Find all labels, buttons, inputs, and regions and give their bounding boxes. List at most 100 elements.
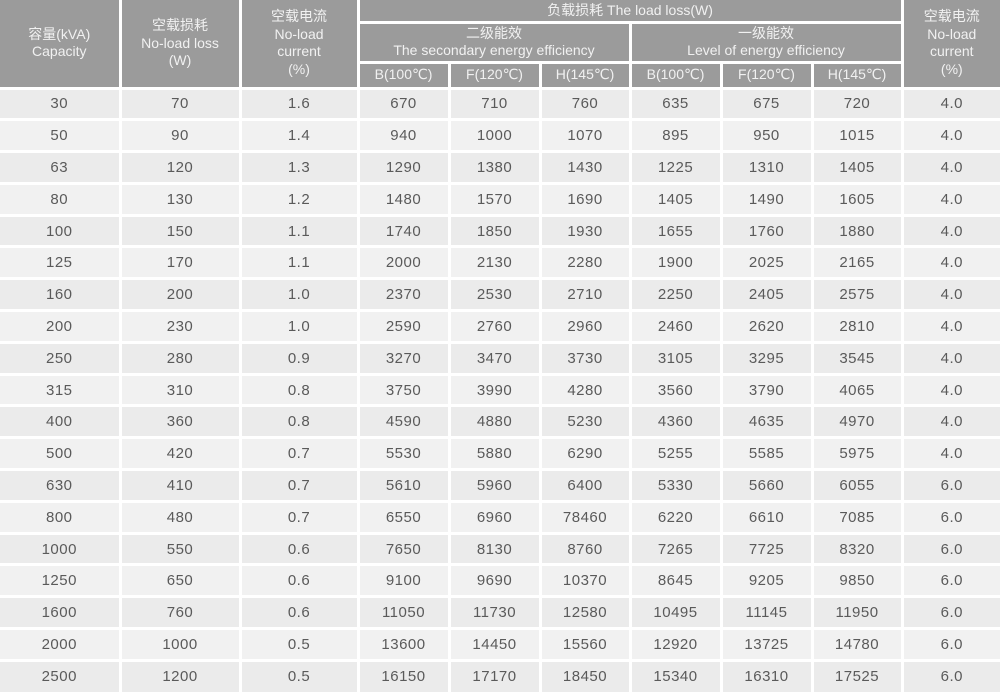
table-cell: 4970 [810, 404, 904, 440]
table-cell: 18450 [538, 658, 632, 693]
table-cell: 90 [118, 118, 242, 154]
table-cell: 4635 [719, 404, 814, 440]
table-cell: 2250 [628, 277, 723, 313]
table-cell: 0.6 [238, 531, 360, 567]
table-cell: 6610 [719, 499, 814, 535]
table-cell: 1600 [0, 595, 122, 631]
table-row: 500 420 0.7 5530 5880 6290 5255 5585 5975 4.0 [0, 436, 1000, 472]
table-row: 1250 650 0.6 9100 9690 10370 8645 9205 9850 6.0 [0, 563, 1000, 599]
table-cell: 500 [0, 436, 122, 472]
table-cell: 1015 [810, 118, 904, 154]
table-cell: 6400 [538, 468, 632, 503]
table-cell: 15340 [628, 658, 723, 693]
table-cell: 11050 [356, 595, 451, 631]
table-cell: 1930 [538, 213, 632, 249]
table-cell: 410 [118, 468, 242, 503]
table-cell: 360 [118, 404, 242, 440]
table-cell: 3295 [719, 340, 814, 376]
table-cell: 5610 [356, 468, 451, 503]
table-cell: 3270 [356, 340, 451, 376]
table-cell: 50 [0, 118, 122, 154]
table-cell: 7725 [719, 531, 814, 567]
table-cell: 3545 [810, 340, 904, 376]
header-no-load-loss-en: No-load loss [141, 34, 219, 51]
table-cell: 10370 [538, 563, 632, 599]
table-cell: 1430 [538, 150, 632, 185]
table-cell: 100 [0, 213, 122, 249]
table-cell: 2000 [356, 245, 451, 281]
table-cell: 13725 [719, 627, 814, 662]
table-cell: 11730 [447, 595, 542, 631]
header-no-load-current-right-cn: 空载电流 [923, 8, 980, 25]
table-cell: 70 [118, 86, 242, 122]
table-cell: 9100 [356, 563, 451, 599]
header-temp-f120-first: F(120℃) [719, 60, 814, 90]
table-row: 315 310 0.8 3750 3990 4280 3560 3790 4065 4.0 [0, 372, 1000, 408]
table-cell: 4.0 [900, 277, 1000, 313]
table-cell: 1760 [719, 213, 814, 249]
table-cell: 0.7 [238, 499, 360, 535]
table-cell: 170 [118, 245, 242, 281]
header-secondary-efficiency: 二级能效 The secondary energy efficiency [356, 20, 632, 64]
table-cell: 4.0 [900, 181, 1000, 217]
table-cell: 0.5 [238, 658, 360, 693]
table-cell: 6.0 [900, 658, 1000, 693]
table-cell: 7265 [628, 531, 723, 567]
table-cell: 400 [0, 404, 122, 440]
table-cell: 80 [0, 181, 122, 217]
table-cell: 130 [118, 181, 242, 217]
header-first-level-efficiency-en: Level of energy efficiency [687, 42, 845, 58]
table-cell: 0.9 [238, 340, 360, 376]
table-cell: 6055 [810, 468, 904, 503]
table-cell: 6290 [538, 436, 632, 472]
table-row: 1600 760 0.6 11050 11730 12580 10495 11145 11950… [0, 595, 1000, 631]
table-cell: 5530 [356, 436, 451, 472]
table-cell: 4.0 [900, 118, 1000, 154]
table-cell: 150 [118, 213, 242, 249]
table-cell: 5230 [538, 404, 632, 440]
table-cell: 14450 [447, 627, 542, 662]
table-cell: 8130 [447, 531, 542, 567]
table-row: 2000 1000 0.5 13600 14450 15560 12920 13725 1478… [0, 627, 1000, 662]
table-cell: 675 [719, 86, 814, 122]
table-row: 400 360 0.8 4590 4880 5230 4360 4635 4970 4.0 [0, 404, 1000, 440]
table-cell: 13600 [356, 627, 451, 662]
table-cell: 12920 [628, 627, 723, 662]
table-cell: 1740 [356, 213, 451, 249]
table-cell: 1000 [118, 627, 242, 662]
table-cell: 2760 [447, 309, 542, 344]
table-cell: 3990 [447, 372, 542, 408]
table-cell: 0.8 [238, 404, 360, 440]
table-cell: 1.4 [238, 118, 360, 154]
table-cell: 1380 [447, 150, 542, 185]
header-first-level-efficiency: 一级能效 Level of energy efficiency [628, 20, 904, 64]
table-cell: 5880 [447, 436, 542, 472]
header-secondary-efficiency-cn: 二级能效 [466, 24, 522, 41]
table-cell: 1000 [0, 531, 122, 567]
table-cell: 12580 [538, 595, 632, 631]
table-cell: 720 [810, 86, 904, 122]
header-no-load-current-left-en1: No-load [274, 25, 324, 42]
table-cell: 630 [0, 468, 122, 503]
header-no-load-current-right-unit: (%) [940, 60, 963, 77]
table-cell: 4.0 [900, 340, 1000, 376]
table-cell: 1.1 [238, 213, 360, 249]
table-cell: 895 [628, 118, 723, 154]
table-cell: 2590 [356, 309, 451, 344]
table-cell: 4.0 [900, 309, 1000, 344]
table-cell: 280 [118, 340, 242, 376]
table-cell: 4.0 [900, 404, 1000, 440]
header-secondary-efficiency-en: The secondary energy efficiency [393, 42, 595, 58]
table-cell: 9850 [810, 563, 904, 599]
table-cell: 2530 [447, 277, 542, 313]
table-cell: 1605 [810, 181, 904, 217]
table-cell: 17170 [447, 658, 542, 693]
table-cell: 7085 [810, 499, 904, 535]
table-cell: 800 [0, 499, 122, 535]
table-cell: 0.6 [238, 563, 360, 599]
table-cell: 1655 [628, 213, 723, 249]
table-cell: 3750 [356, 372, 451, 408]
table-cell: 1.3 [238, 150, 360, 185]
table-cell: 310 [118, 372, 242, 408]
